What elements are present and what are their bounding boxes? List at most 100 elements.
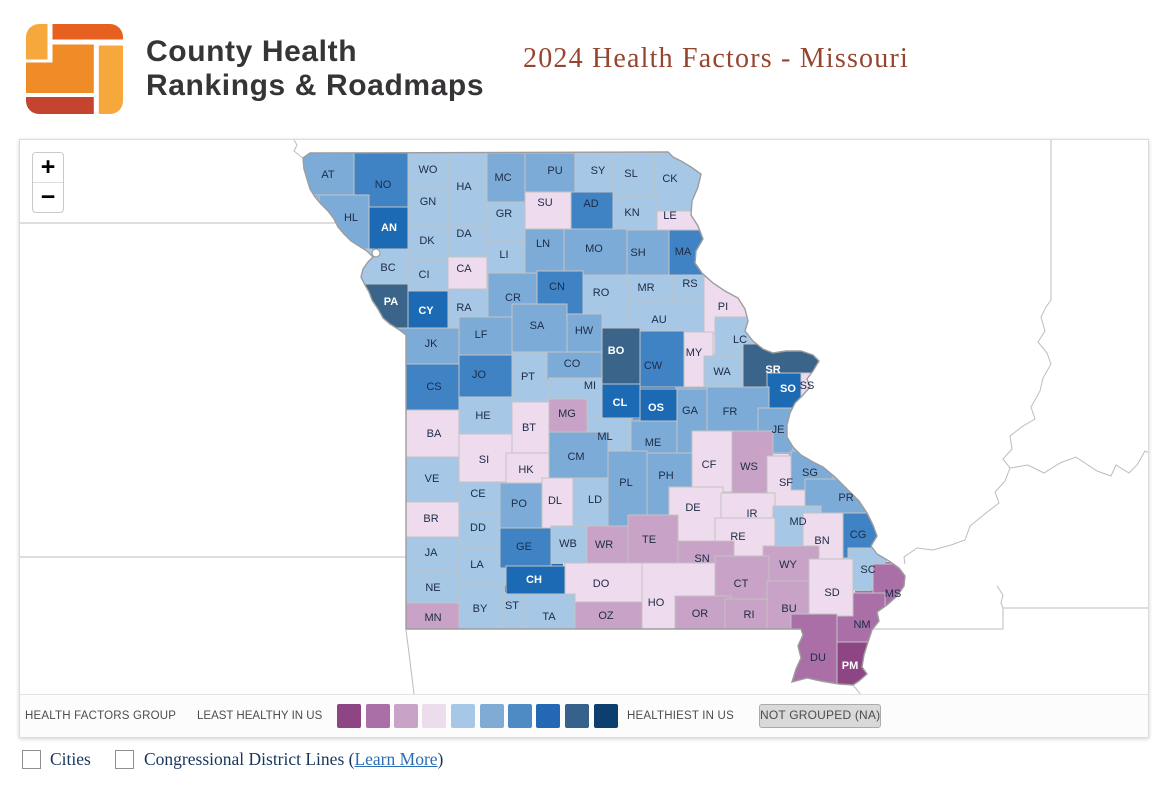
svg-text:SR: SR (765, 364, 780, 376)
svg-text:SN: SN (694, 553, 709, 565)
svg-text:OZ: OZ (598, 610, 614, 622)
svg-text:BN: BN (814, 535, 829, 547)
svg-text:BY: BY (473, 603, 488, 615)
svg-text:MN: MN (424, 612, 441, 624)
svg-text:BT: BT (522, 422, 536, 434)
svg-text:DD: DD (470, 522, 486, 534)
svg-text:CF: CF (702, 459, 717, 471)
svg-text:ML: ML (597, 431, 612, 443)
svg-text:HA: HA (456, 181, 472, 193)
svg-text:SI: SI (479, 454, 489, 466)
svg-text:BC: BC (380, 262, 395, 274)
svg-text:SH: SH (630, 247, 645, 259)
svg-text:PI: PI (718, 301, 728, 313)
svg-text:PL: PL (619, 477, 632, 489)
svg-text:JK: JK (425, 338, 439, 350)
svg-text:DA: DA (456, 228, 472, 240)
svg-text:GR: GR (496, 208, 513, 220)
svg-text:CM: CM (567, 451, 584, 463)
svg-text:ST: ST (505, 600, 519, 612)
svg-text:WY: WY (779, 559, 797, 571)
svg-text:JO: JO (472, 369, 487, 381)
svg-text:CT: CT (734, 578, 749, 590)
svg-text:WO: WO (419, 164, 438, 176)
svg-text:GA: GA (682, 405, 699, 417)
svg-text:AU: AU (651, 314, 666, 326)
svg-text:RO: RO (593, 287, 610, 299)
svg-text:DE: DE (685, 502, 700, 514)
svg-text:SL: SL (624, 168, 637, 180)
svg-text:LD: LD (588, 494, 602, 506)
svg-text:BA: BA (427, 428, 442, 440)
svg-text:TA: TA (542, 611, 556, 623)
svg-text:PA: PA (384, 296, 399, 308)
svg-text:MA: MA (675, 246, 692, 258)
svg-text:NO: NO (375, 179, 392, 191)
svg-text:OR: OR (692, 608, 709, 620)
svg-text:MR: MR (637, 282, 654, 294)
svg-text:MS: MS (885, 588, 902, 600)
svg-text:CA: CA (456, 263, 472, 275)
svg-text:MY: MY (686, 347, 703, 359)
svg-text:CR: CR (505, 292, 521, 304)
svg-text:CW: CW (644, 360, 663, 372)
svg-text:LA: LA (470, 559, 484, 571)
svg-text:IR: IR (747, 508, 758, 520)
svg-text:SC: SC (860, 564, 875, 576)
svg-text:SD: SD (824, 587, 839, 599)
svg-text:MD: MD (789, 516, 806, 528)
svg-text:AD: AD (583, 198, 598, 210)
svg-text:GN: GN (420, 196, 437, 208)
svg-text:MC: MC (494, 172, 511, 184)
svg-text:KN: KN (624, 207, 639, 219)
svg-text:SG: SG (802, 467, 818, 479)
svg-text:VE: VE (425, 473, 440, 485)
svg-text:BU: BU (781, 603, 796, 615)
svg-text:SY: SY (591, 165, 606, 177)
svg-text:NE: NE (425, 582, 440, 594)
svg-text:JE: JE (772, 424, 785, 436)
svg-text:LI: LI (499, 249, 508, 261)
svg-text:LN: LN (536, 238, 550, 250)
svg-text:LC: LC (733, 334, 747, 346)
svg-text:WR: WR (595, 539, 613, 551)
svg-text:BO: BO (608, 345, 625, 357)
svg-text:RI: RI (744, 609, 755, 621)
svg-text:CG: CG (850, 529, 867, 541)
svg-text:JA: JA (425, 547, 439, 559)
svg-text:MO: MO (585, 243, 603, 255)
svg-text:PU: PU (547, 165, 562, 177)
svg-text:DK: DK (419, 235, 435, 247)
svg-text:PH: PH (658, 470, 673, 482)
svg-text:CE: CE (470, 488, 485, 500)
svg-text:DO: DO (593, 578, 610, 590)
svg-text:LE: LE (663, 210, 676, 222)
svg-text:LF: LF (475, 329, 488, 341)
svg-text:CO: CO (564, 358, 581, 370)
svg-text:ME: ME (645, 437, 662, 449)
svg-text:HL: HL (344, 212, 358, 224)
svg-text:SU: SU (537, 197, 552, 209)
svg-text:CK: CK (662, 173, 678, 185)
svg-text:CY: CY (418, 305, 434, 317)
svg-text:CS: CS (426, 381, 441, 393)
svg-text:RS: RS (682, 278, 697, 290)
svg-text:MG: MG (558, 408, 576, 420)
svg-text:AN: AN (381, 222, 397, 234)
svg-text:MI: MI (584, 380, 596, 392)
svg-text:BR: BR (423, 513, 438, 525)
svg-text:SF: SF (779, 477, 793, 489)
svg-text:SO: SO (780, 383, 796, 395)
svg-text:SA: SA (530, 320, 545, 332)
svg-text:WA: WA (713, 366, 731, 378)
svg-text:OS: OS (648, 402, 664, 414)
svg-text:CL: CL (613, 397, 628, 409)
svg-text:GE: GE (516, 541, 532, 553)
svg-text:PT: PT (521, 371, 535, 383)
svg-text:RE: RE (730, 531, 745, 543)
svg-text:FR: FR (723, 406, 738, 418)
svg-text:HW: HW (575, 325, 594, 337)
svg-text:HO: HO (648, 597, 665, 609)
svg-text:CI: CI (419, 269, 430, 281)
svg-text:NM: NM (853, 619, 870, 631)
